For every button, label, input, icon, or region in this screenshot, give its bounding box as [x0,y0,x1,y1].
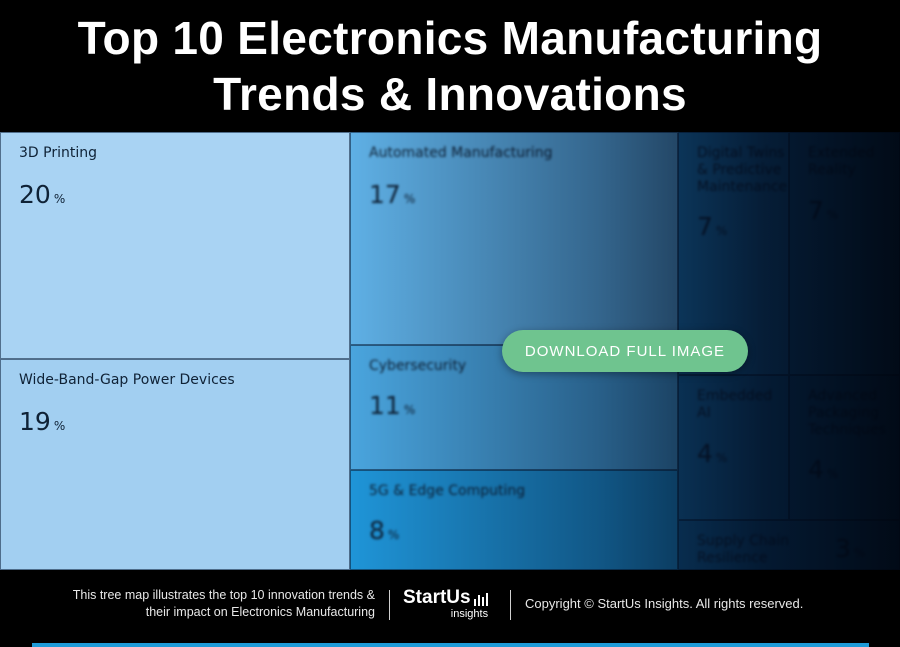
treemap-tile-label: Digital Twins & Predictive Maintenance [697,145,788,195]
treemap-tile-value: 17% [369,180,416,209]
treemap-tile-10: Supply Chain Resilience 3% [678,520,900,570]
footer: This tree map illustrates the top 10 inn… [0,570,900,647]
treemap-tile-value: 4% [808,455,839,484]
header: Top 10 Electronics Manufacturing Trends … [0,0,900,132]
treemap-tile-1: 3D Printing 20% [0,132,350,359]
treemap-tile-label: Advanced Packaging Techniques [808,388,886,438]
treemap-tile-label: Wide-Band-Gap Power Devices [19,372,235,388]
treemap-tile-3: Automated Manufacturing 17% [350,132,678,345]
treemap-tile-value: 7% [808,196,839,225]
treemap-tile-5: 5G & Edge Computing 8% [350,470,678,570]
treemap-tile-value: 20% [19,180,66,209]
treemap-tile-value: 8% [369,516,400,545]
treemap-tile-value: 11% [369,391,416,420]
startus-logo[interactable]: StartUs insights [403,587,489,620]
treemap-tile-2: Wide-Band-Gap Power Devices 19% [0,359,350,570]
page-title-line-1: Top 10 Electronics Manufacturing [77,12,823,64]
treemap-tile-label: 3D Printing [19,145,97,161]
download-full-image-button[interactable]: DOWNLOAD FULL IMAGE [502,330,748,372]
treemap-tile-value: 4% [697,439,728,468]
treemap-tile-label: Automated Manufacturing [369,145,553,161]
footer-divider-right [510,590,511,620]
treemap-tile-label: 5G & Edge Computing [369,483,526,499]
brand-subtitle: insights [450,608,489,620]
footer-description: This tree map illustrates the top 10 inn… [15,587,375,621]
page-title-line-2: Trends & Innovations [213,68,687,120]
footer-description-line-1: This tree map illustrates the top 10 inn… [72,588,375,602]
brand-name: StartUs [403,587,471,608]
bottom-accent-bar [32,643,869,647]
footer-divider-left [389,590,390,620]
treemap-tile-9: Advanced Packaging Techniques 4% [789,375,900,520]
treemap-tile-7: Extended Reality 7% [789,132,900,375]
treemap-tile-value: 19% [19,407,66,436]
treemap-tile-8: Embedded AI 4% [678,375,789,520]
treemap-tile-value: 3% [835,534,866,563]
bar-chart-icon [473,593,489,606]
treemap-chart: 3D Printing 20% Wide-Band-Gap Power Device… [0,132,900,570]
treemap-tile-label: Extended Reality [808,145,875,178]
treemap-tile-label: Supply Chain Resilience [697,533,790,566]
treemap-tile-value: 7% [697,212,728,241]
treemap-tile-label: Embedded AI [697,388,773,421]
footer-description-line-2: their impact on Electronics Manufacturin… [145,605,375,619]
copyright-text: Copyright © StartUs Insights. All rights… [525,596,804,611]
